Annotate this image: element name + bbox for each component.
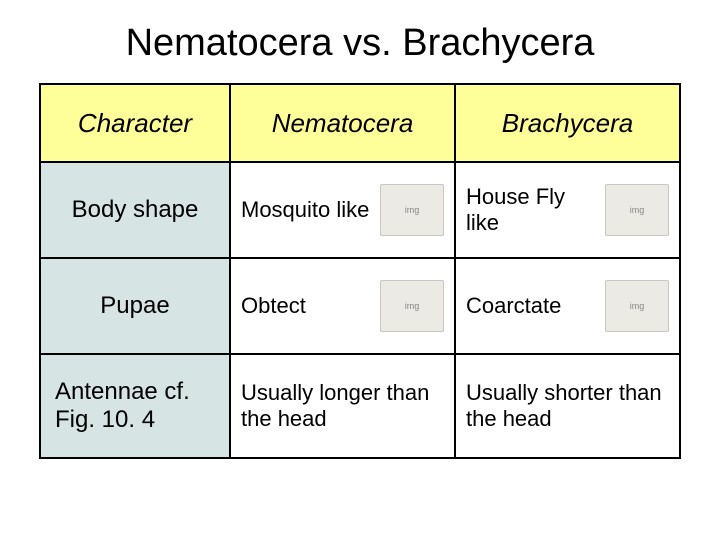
header-brachycera: Brachycera xyxy=(455,84,680,162)
cell-body-shape-nematocera: Mosquito like img xyxy=(230,162,455,258)
table-row: Body shape Mosquito like img House Fly l… xyxy=(40,162,680,258)
cell-text: Obtect xyxy=(241,293,372,319)
obtect-pupa-icon: img xyxy=(380,280,444,332)
row-label-antennae: Antennae cf. Fig. 10. 4 xyxy=(40,354,230,458)
housefly-icon: img xyxy=(605,184,669,236)
table-row: Pupae Obtect img Coarctate img xyxy=(40,258,680,354)
cell-antennae-brachycera: Usually shorter than the head xyxy=(455,354,680,458)
cell-text: House Fly like xyxy=(466,184,597,236)
slide-title: Nematocera vs. Brachycera xyxy=(0,0,720,83)
cell-text: Usually longer than the head xyxy=(241,380,429,431)
table-row: Antennae cf. Fig. 10. 4 Usually longer t… xyxy=(40,354,680,458)
comparison-table: Character Nematocera Brachycera Body sha… xyxy=(39,83,681,459)
cell-text: Usually shorter than the head xyxy=(466,380,662,431)
cell-pupae-brachycera: Coarctate img xyxy=(455,258,680,354)
row-label-body-shape: Body shape xyxy=(40,162,230,258)
cell-text: Mosquito like xyxy=(241,197,372,223)
cell-body-shape-brachycera: House Fly like img xyxy=(455,162,680,258)
table-header-row: Character Nematocera Brachycera xyxy=(40,84,680,162)
slide: Nematocera vs. Brachycera Character Nema… xyxy=(0,0,720,540)
row-label-pupae: Pupae xyxy=(40,258,230,354)
mosquito-icon: img xyxy=(380,184,444,236)
cell-text: Coarctate xyxy=(466,293,597,319)
cell-antennae-nematocera: Usually longer than the head xyxy=(230,354,455,458)
coarctate-pupa-icon: img xyxy=(605,280,669,332)
header-nematocera: Nematocera xyxy=(230,84,455,162)
header-character: Character xyxy=(40,84,230,162)
cell-pupae-nematocera: Obtect img xyxy=(230,258,455,354)
